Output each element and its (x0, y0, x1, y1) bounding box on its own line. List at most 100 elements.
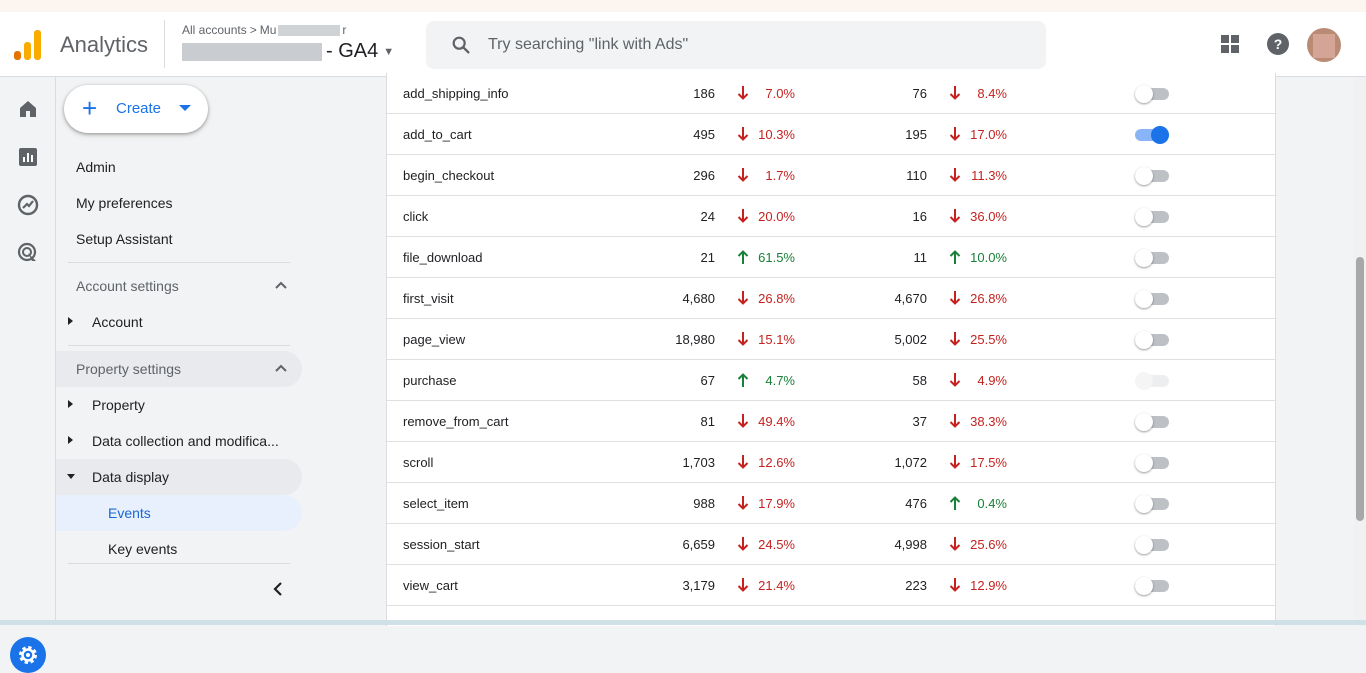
app-name[interactable]: Analytics (60, 32, 149, 57)
nav-admin[interactable]: Admin (76, 159, 116, 175)
breadcrumb-account[interactable]: Mu (259, 23, 277, 37)
event-count: 81 (700, 414, 715, 429)
toggle-knob (1135, 290, 1153, 308)
key-event-toggle[interactable] (1135, 577, 1169, 595)
dropdown-arrow-icon[interactable] (179, 105, 191, 111)
event-name[interactable]: first_visit (403, 291, 454, 306)
home-icon[interactable] (16, 97, 40, 121)
advertising-icon[interactable] (16, 241, 40, 265)
total-users: 4,998 (894, 537, 927, 552)
table-row[interactable]: page_view 18,980 15.1% 5,002 25.5% (387, 319, 1275, 360)
event-name[interactable]: select_item (403, 496, 469, 511)
event-count-change: 17.9% (758, 496, 795, 511)
reports-icon[interactable] (16, 145, 40, 169)
key-event-toggle[interactable] (1135, 208, 1169, 226)
tree-item-data-collection[interactable]: Data collection and modifica... (56, 423, 302, 459)
create-button[interactable]: + Create (64, 85, 208, 133)
event-name[interactable]: file_download (403, 250, 483, 265)
breadcrumb[interactable]: All accounts > Mu r (182, 23, 346, 37)
admin-sidebar: + Create Admin My preferences Setup Assi… (56, 77, 310, 625)
event-name[interactable]: remove_from_cart (403, 414, 509, 429)
key-event-toggle[interactable] (1135, 495, 1169, 513)
expand-arrow-icon (68, 436, 73, 444)
table-row[interactable]: add_shipping_info 186 7.0% 76 8.4% (387, 73, 1275, 114)
table-row[interactable]: begin_checkout 296 1.7% 110 11.3% (387, 155, 1275, 196)
event-name[interactable]: session_start (403, 537, 480, 552)
property-selector[interactable]: - GA4 ▼ (182, 40, 394, 63)
total-users: 476 (905, 496, 927, 511)
table-row[interactable]: click 24 20.0% 16 36.0% (387, 196, 1275, 237)
event-count: 186 (693, 86, 715, 101)
nav-rail (0, 77, 56, 673)
tree-item-account[interactable]: Account (56, 304, 302, 340)
admin-settings-button[interactable] (10, 637, 46, 673)
section-title: Account settings (76, 278, 179, 294)
total-users-change: 0.4% (977, 496, 1007, 511)
table-row[interactable]: scroll 1,703 12.6% 1,072 17.5% (387, 442, 1275, 483)
arrow-up-icon (949, 250, 961, 264)
total-users-change: 17.0% (970, 127, 1007, 142)
tree-item-label: Data collection and modifica... (92, 433, 279, 449)
breadcrumb-all-accounts[interactable]: All accounts (182, 23, 247, 37)
key-event-toggle[interactable] (1135, 454, 1169, 472)
section-property-settings[interactable]: Property settings (56, 351, 302, 387)
avatar-image (1313, 34, 1335, 58)
search-bar[interactable] (426, 21, 1046, 69)
key-event-toggle[interactable] (1135, 249, 1169, 267)
help-icon[interactable]: ? (1266, 32, 1290, 56)
collapse-chevron-icon[interactable] (266, 577, 290, 601)
total-users: 11 (913, 250, 928, 265)
event-count: 3,179 (682, 578, 715, 593)
arrow-up-icon (737, 250, 749, 264)
arrow-up-icon (949, 496, 961, 510)
table-row[interactable]: session_start 6,659 24.5% 4,998 25.6% (387, 524, 1275, 565)
sub-item-key-events[interactable]: Key events (56, 531, 302, 567)
table-row[interactable]: view_cart 3,179 21.4% 223 12.9% (387, 565, 1275, 606)
total-users: 195 (905, 127, 927, 142)
explore-icon[interactable] (16, 193, 40, 217)
key-event-toggle[interactable] (1135, 85, 1169, 103)
table-row[interactable]: purchase 67 4.7% 58 4.9% (387, 360, 1275, 401)
tree-item-data-display[interactable]: Data display (56, 459, 302, 495)
event-name[interactable]: add_shipping_info (403, 86, 509, 101)
scrollbar[interactable] (1354, 77, 1366, 620)
scrollbar-thumb[interactable] (1356, 257, 1364, 521)
nav-my-preferences[interactable]: My preferences (76, 195, 173, 211)
table-row[interactable]: file_download 21 61.5% 11 10.0% (387, 237, 1275, 278)
event-name[interactable]: add_to_cart (403, 127, 472, 142)
section-account-settings[interactable]: Account settings (56, 268, 302, 304)
settings-icon (19, 646, 37, 664)
event-name[interactable]: scroll (403, 455, 434, 470)
toggle-knob (1135, 331, 1153, 349)
key-event-toggle[interactable] (1135, 536, 1169, 554)
event-name[interactable]: page_view (403, 332, 466, 347)
arrow-down-icon (737, 414, 749, 428)
key-event-toggle[interactable] (1135, 413, 1169, 431)
arrow-down-icon (737, 127, 749, 141)
tree-item-property[interactable]: Property (56, 387, 302, 423)
event-name[interactable]: view_cart (403, 578, 458, 593)
total-users: 1,072 (894, 455, 927, 470)
arrow-down-icon (737, 496, 749, 510)
sub-item-events[interactable]: Events (56, 495, 302, 531)
search-input[interactable] (488, 33, 1008, 57)
table-row[interactable]: add_to_cart 495 10.3% 195 17.0% (387, 114, 1275, 155)
arrow-down-icon (737, 86, 749, 100)
total-users: 110 (906, 168, 927, 183)
key-event-toggle[interactable] (1135, 331, 1169, 349)
key-event-toggle[interactable] (1135, 167, 1169, 185)
apps-grid-icon[interactable] (1218, 32, 1242, 56)
table-row[interactable]: first_visit 4,680 26.8% 4,670 26.8% (387, 278, 1275, 319)
event-name[interactable]: purchase (403, 373, 457, 388)
avatar[interactable] (1307, 28, 1341, 62)
key-event-toggle[interactable] (1135, 126, 1169, 144)
table-row[interactable]: select_item 988 17.9% 476 0.4% (387, 483, 1275, 524)
nav-setup-assistant[interactable]: Setup Assistant (76, 231, 173, 247)
main-content: add_shipping_info 186 7.0% 76 8.4% add_to_car… (310, 73, 1356, 626)
redacted-block (278, 24, 341, 36)
analytics-logo[interactable] (14, 30, 42, 60)
event-name[interactable]: begin_checkout (403, 168, 495, 183)
event-name[interactable]: click (403, 209, 429, 224)
key-event-toggle[interactable] (1135, 290, 1169, 308)
table-row[interactable]: remove_from_cart 81 49.4% 37 38.3% (387, 401, 1275, 442)
